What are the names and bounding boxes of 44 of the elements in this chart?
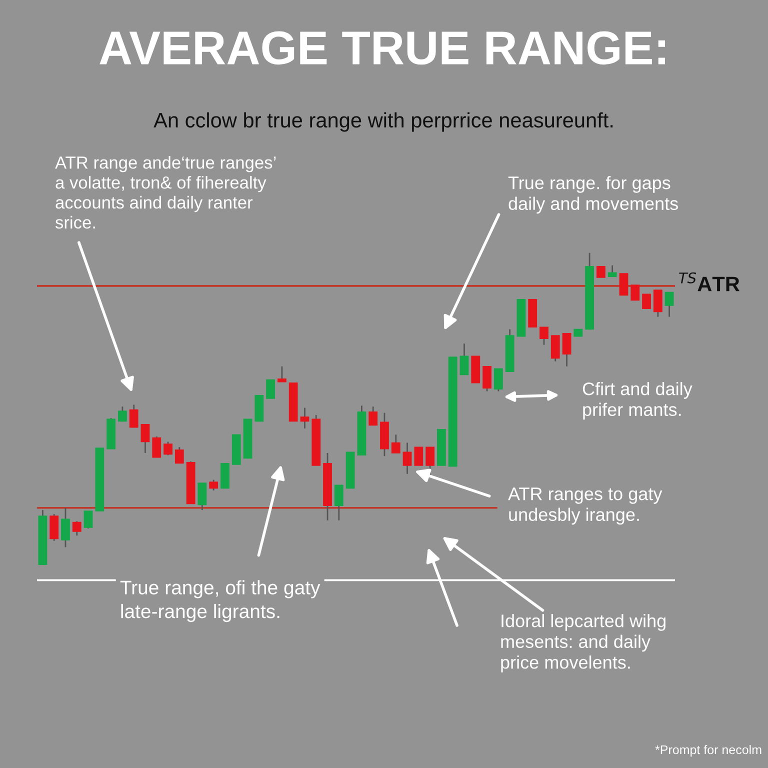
candlestick [209,479,218,492]
ref-line-label: $^{TS}$ATR [679,272,740,292]
candlestick [118,406,127,422]
candlestick [334,484,344,522]
text: *Prompt for necolm [655,745,762,757]
candlestick [164,441,172,456]
candlestick [482,366,492,392]
candlestick [664,291,674,318]
annotation: Cfirt and daily prifer mants. [582,382,692,420]
text: Idoral lepcarted wihg mesents: and daily price movelents. [501,614,666,672]
text: ATR range ande‘true ranges’ a volatte, tron& of fiherealty accounts aind daily ranter srice. [55,156,276,229]
candlestick [460,342,469,376]
candlestick [391,434,400,454]
candlestick [129,404,138,428]
candlestick [619,273,628,296]
candlestick [540,326,548,346]
ref-line-label: True range, ofi the gaty late-range ligrants. [120,580,320,622]
candlestick [596,266,606,278]
candlestick [198,482,207,511]
candlestick [494,368,503,392]
candlestick [277,366,286,383]
candlestick [266,379,276,399]
candlestick [72,520,82,536]
candlestick [608,264,617,278]
candlestick [414,446,424,466]
candlestick [84,510,93,530]
candlestick [550,334,560,362]
annotation: ATR ranges to gaty undesbly irange. [508,488,662,525]
candlestick [562,332,572,368]
candlestick [426,446,435,476]
candlestick [152,436,162,458]
candlestick [653,289,662,318]
candlestick [140,424,150,454]
candlestick [368,406,378,426]
candlestick [61,507,70,548]
candlestick [50,513,59,542]
candlestick [402,442,412,475]
text: True range. for gaps daily and movements [508,176,678,214]
candlestick [642,294,651,310]
chart-subtitle: An cclow br true range with perprrice neasureunft. [154,112,613,132]
candlestick [300,407,310,430]
candlestick [174,446,184,464]
candlestick [630,284,640,301]
chart-title: AVERAGE TRUE RANGE: [100,31,666,65]
